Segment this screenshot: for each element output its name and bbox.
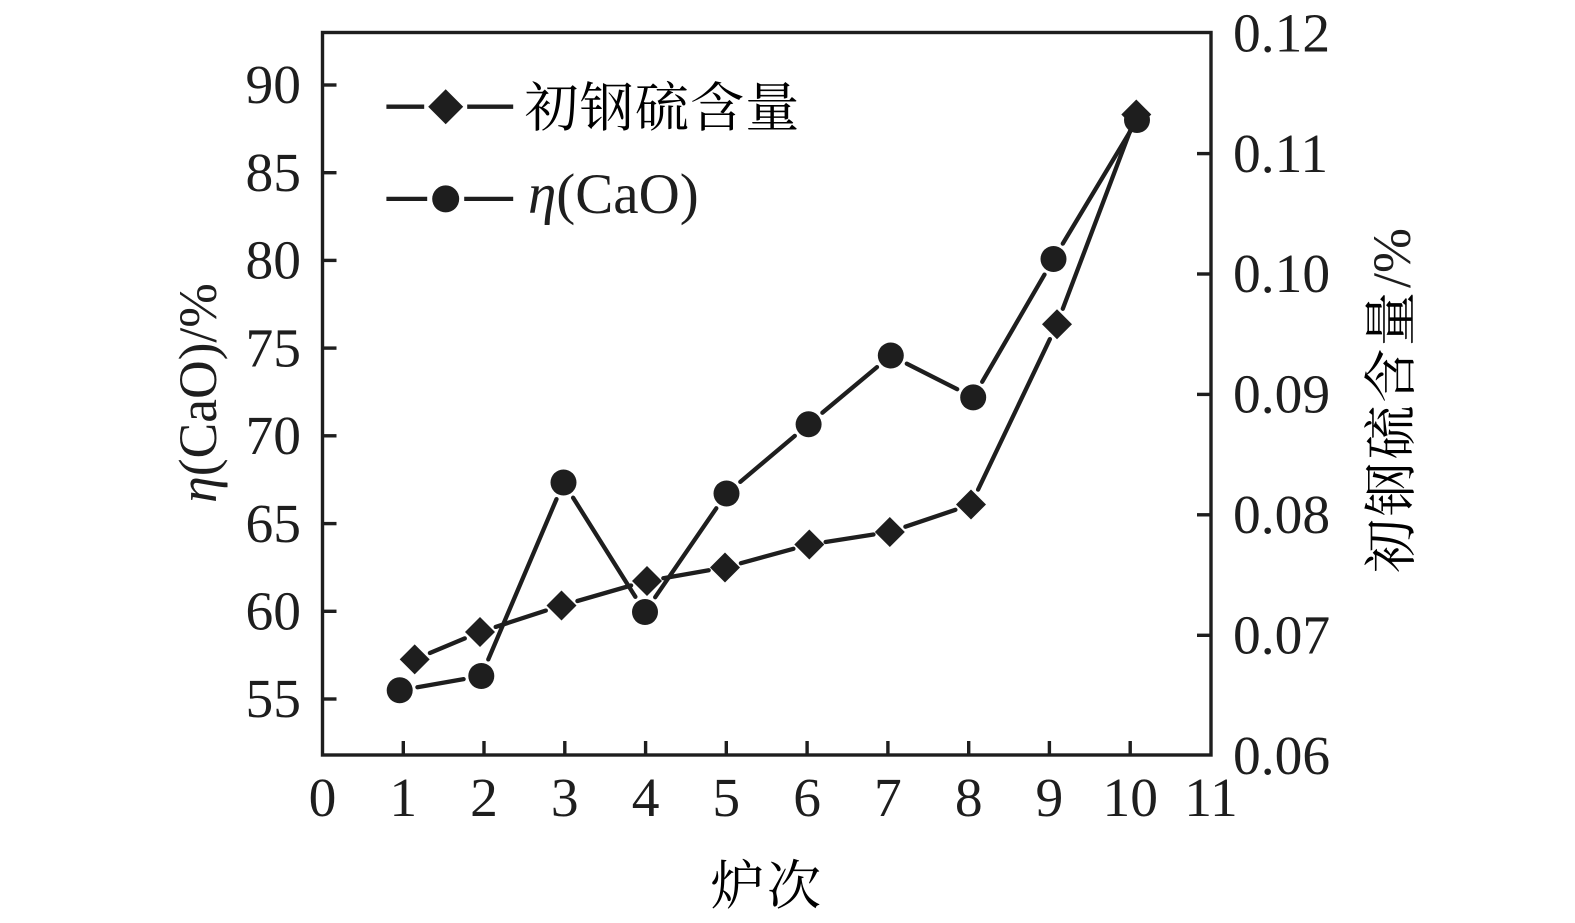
svg-text:0.06: 0.06 [1233,726,1330,787]
svg-text:85: 85 [246,143,302,204]
svg-text:2: 2 [470,768,498,829]
svg-text:9: 9 [1036,768,1064,829]
svg-text:1: 1 [389,768,417,829]
svg-text:80: 80 [246,231,302,292]
svg-text:0.07: 0.07 [1233,606,1330,667]
svg-text:7: 7 [874,768,902,829]
svg-text:4: 4 [632,768,660,829]
svg-text:0: 0 [309,768,337,829]
svg-text:8: 8 [955,768,983,829]
svg-text:70: 70 [246,406,302,467]
svg-text:75: 75 [246,318,302,379]
svg-text:0.10: 0.10 [1233,244,1330,305]
svg-text:65: 65 [246,494,302,555]
svg-text:0.09: 0.09 [1233,365,1330,426]
svg-text:5: 5 [712,768,740,829]
svg-text:11: 11 [1184,768,1237,829]
svg-text:0.11: 0.11 [1233,124,1328,185]
svg-text:60: 60 [246,582,302,643]
svg-text:90: 90 [246,55,302,116]
svg-text:/%: /% [1362,228,1422,288]
svg-text:10: 10 [1102,768,1158,829]
svg-text:η(CaO)/%: η(CaO)/% [168,283,228,503]
svg-text:0.12: 0.12 [1233,3,1330,64]
svg-text:6: 6 [793,768,821,829]
svg-text:3: 3 [551,768,579,829]
svg-text:0.08: 0.08 [1233,485,1330,546]
svg-text:η(CaO): η(CaO) [528,163,699,226]
svg-text:55: 55 [246,669,302,730]
